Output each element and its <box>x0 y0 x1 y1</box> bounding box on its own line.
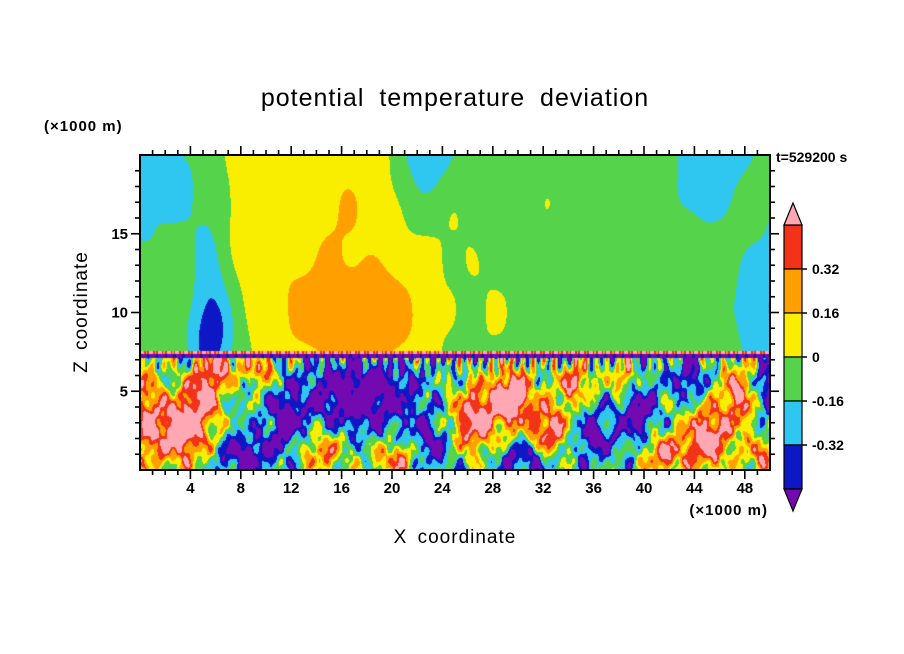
x-tick-labels: 4 8 12 16 20 24 28 32 36 40 44 48 <box>186 480 753 497</box>
x-tick-label: 20 <box>384 480 401 497</box>
x-tick-label: 8 <box>237 480 245 497</box>
x-tick-label: 32 <box>535 480 552 497</box>
x-tick-label: 40 <box>636 480 653 497</box>
y-tick-label: 15 <box>111 226 128 243</box>
x-tick-label: 48 <box>736 480 753 497</box>
y-tick-labels: 5 10 15 <box>111 226 128 401</box>
y-axis-unit-label: (×1000 m) <box>44 118 123 135</box>
x-tick-label: 12 <box>283 480 300 497</box>
colorbar-arrow-top <box>783 201 803 226</box>
y-tick-label: 5 <box>120 383 128 400</box>
colorbar-label: -0.32 <box>812 437 844 453</box>
x-tick-label: 24 <box>434 480 451 497</box>
axis-ticks <box>131 146 779 479</box>
colorbar-band <box>783 312 803 358</box>
colorbar-band <box>783 444 803 490</box>
x-tick-label: 16 <box>333 480 350 497</box>
plot-frame <box>139 154 771 471</box>
chart-title: potential temperature deviation <box>260 84 650 112</box>
x-tick-label: 44 <box>686 480 703 497</box>
colorbar-arrow-bottom <box>783 488 803 513</box>
x-axis-title: X coordinate <box>393 527 517 548</box>
contour-field-canvas <box>140 155 770 470</box>
x-tick-label: 4 <box>186 480 195 497</box>
x-axis-unit-label: (×1000 m) <box>689 502 768 519</box>
x-tick-label: 36 <box>585 480 602 497</box>
colorbar-band <box>783 356 803 402</box>
timestamp-label: t=529200 s <box>776 149 848 165</box>
colorbar-band <box>783 224 803 270</box>
colorbar: 0.32 0.16 0 -0.16 -0.32 <box>783 201 844 513</box>
colorbar-label: 0 <box>812 349 820 365</box>
colorbar-label: 0.32 <box>812 261 839 277</box>
colorbar-band <box>783 400 803 446</box>
colorbar-label: -0.16 <box>812 393 844 409</box>
colorbar-label: 0.16 <box>812 305 839 321</box>
y-tick-label: 10 <box>111 305 128 322</box>
x-tick-label: 28 <box>484 480 501 497</box>
colorbar-band <box>783 268 803 314</box>
